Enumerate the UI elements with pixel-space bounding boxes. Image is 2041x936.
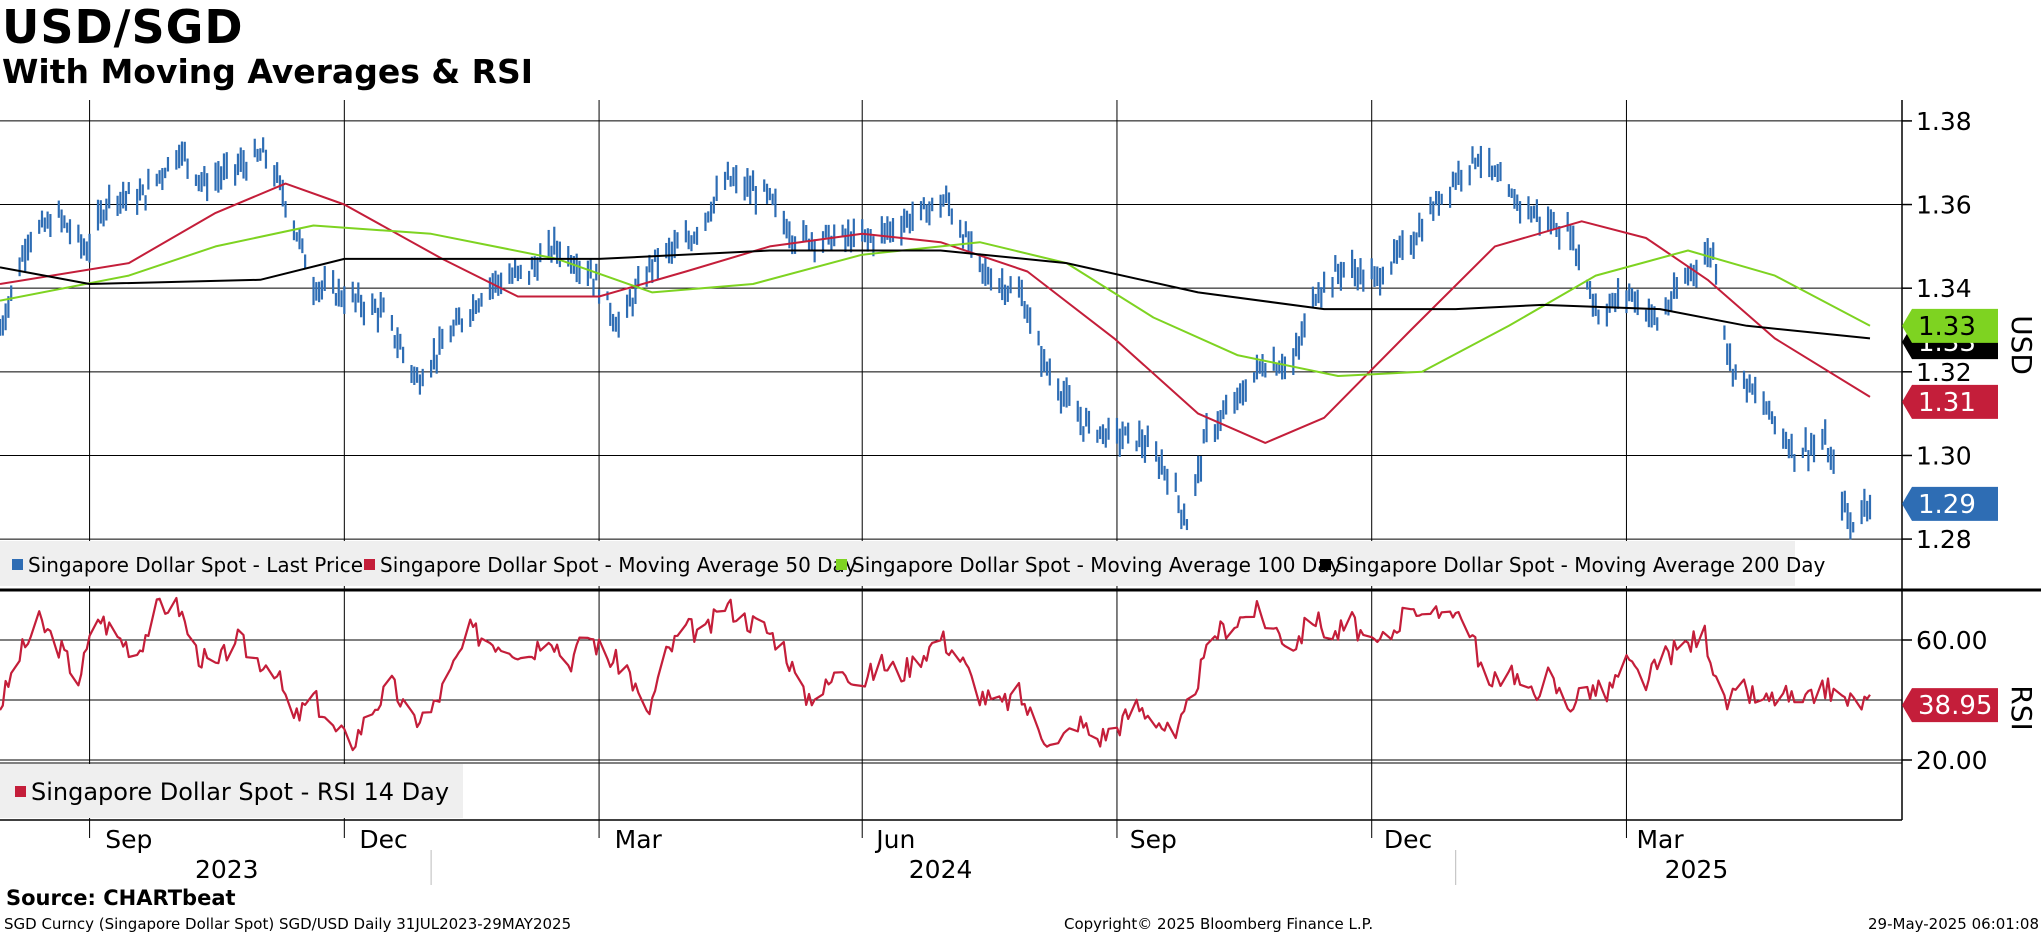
rsi-axis-title: RSI <box>2005 685 2038 731</box>
rsi-line <box>0 596 1871 752</box>
rsi-legend-box <box>0 764 463 818</box>
x-month-label: Dec <box>1384 825 1432 854</box>
legend-ma-200-label: Singapore Dollar Spot - Moving Average 2… <box>1336 553 1826 577</box>
footer-ticker-info: SGD Curncy (Singapore Dollar Spot) SGD/U… <box>4 915 572 933</box>
ma-50-line <box>0 182 1871 444</box>
x-year-label: 2025 <box>1665 855 1729 884</box>
last-price-series <box>0 137 1872 540</box>
price-tick-label: 1.28 <box>1916 525 1972 554</box>
legend-last-price-label: Singapore Dollar Spot - Last Price <box>28 553 363 577</box>
chart-title: USD/SGD <box>2 0 244 54</box>
x-month-label: Sep <box>105 825 152 854</box>
legend-ma-100-swatch <box>836 559 847 570</box>
ma-100-flag: 1.33 <box>1902 308 1998 343</box>
axes-group <box>0 100 2041 885</box>
x-gridlines <box>89 100 1627 838</box>
legend-ma-50-swatch <box>364 559 375 570</box>
ma-200-line <box>0 249 1871 340</box>
axis-labels-group: 1.28 1.30 1.32 1.34 1.36 1.38 20.00 60.00 Sep Dec… <box>105 107 2038 884</box>
price-legend: Singapore Dollar Spot - Last Price Singap… <box>0 541 1826 586</box>
x-month-label: Dec <box>359 825 407 854</box>
footer-copyright: Copyright© 2025 Bloomberg Finance L.P. <box>1064 915 1374 933</box>
rsi-grid <box>0 639 1902 764</box>
price-tick-label: 1.30 <box>1916 441 1972 470</box>
x-month-label: Jun <box>874 825 915 854</box>
price-tick-label: 1.36 <box>1916 191 1972 220</box>
legend-ma-50-label: Singapore Dollar Spot - Moving Average 5… <box>380 553 857 577</box>
last-price-flag-shape <box>1902 486 1998 521</box>
x-month-label: Mar <box>615 825 663 854</box>
x-year-label: 2024 <box>909 855 973 884</box>
rsi-tick-label: 20.00 <box>1916 746 1988 775</box>
rsi-series-group <box>0 596 1871 752</box>
x-month-label: Mar <box>1636 825 1684 854</box>
price-legend-box <box>0 541 1795 586</box>
rsi-legend: Singapore Dollar Spot - RSI 14 Day <box>0 764 463 818</box>
x-year-label: 2023 <box>195 855 259 884</box>
price-grid <box>0 120 1902 540</box>
ma-50-flag: 1.31 <box>1902 384 1998 419</box>
legend-ma-100-label: Singapore Dollar Spot - Moving Average 1… <box>852 553 1342 577</box>
footer-timestamp: 29-May-2025 06:01:08 <box>1868 915 2039 933</box>
legend-group: Singapore Dollar Spot - Last Price Singap… <box>0 541 1826 818</box>
chart-subtitle: With Moving Averages & RSI <box>2 52 534 91</box>
ma-50-flag-text: 1.31 <box>1918 388 1976 418</box>
rsi-tick-label: 60.00 <box>1916 626 1988 655</box>
legend-rsi-label: Singapore Dollar Spot - RSI 14 Day <box>31 778 449 806</box>
ma-100-flag-shape <box>1902 308 1998 343</box>
last-price-flag-text: 1.29 <box>1918 490 1976 520</box>
price-tick-label: 1.32 <box>1916 358 1972 387</box>
ma-100-line <box>0 224 1871 377</box>
last-price-flag: 1.29 <box>1902 486 1998 521</box>
rsi-flag: 38.95 <box>1902 688 1998 723</box>
rsi-flag-shape <box>1902 688 1998 723</box>
price-tick-label: 1.34 <box>1916 274 1972 303</box>
ma-100-flag-text: 1.33 <box>1918 312 1976 342</box>
price-tick-label: 1.38 <box>1916 107 1972 136</box>
source-label: Source: CHARTbeat <box>6 886 236 910</box>
legend-last-price-swatch <box>12 559 23 570</box>
legend-ma-200-swatch <box>1320 559 1331 570</box>
rsi-flag-text: 38.95 <box>1918 691 1992 721</box>
legend-rsi-swatch <box>15 786 26 797</box>
price-axis-title: USD <box>2005 315 2038 375</box>
ma-50-flag-shape <box>1902 384 1998 419</box>
x-month-label: Sep <box>1130 825 1177 854</box>
price-series-group <box>0 137 1872 540</box>
